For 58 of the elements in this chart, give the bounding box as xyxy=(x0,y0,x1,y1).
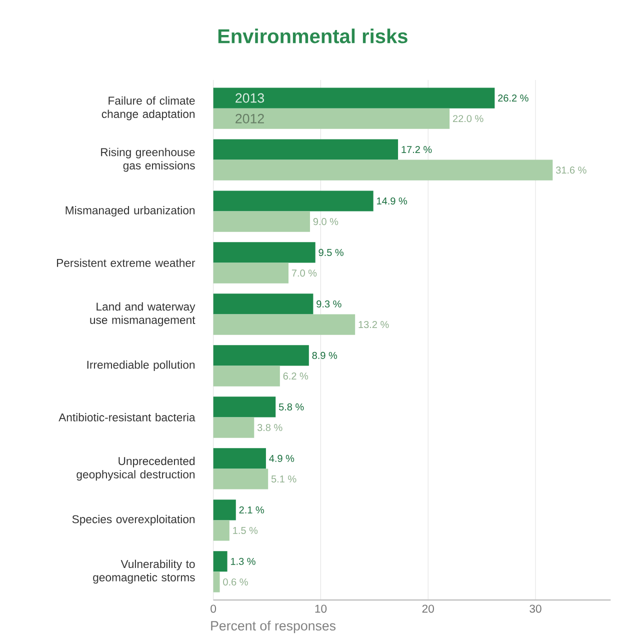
y-tick-label: Persistent extreme weather xyxy=(57,258,196,267)
chart-title: Environmental risks xyxy=(218,28,408,44)
bar xyxy=(213,572,220,592)
x-tick-label: 20 xyxy=(422,604,434,613)
data-label: 4.9 % xyxy=(269,454,294,462)
data-label: 8.9 % xyxy=(312,352,338,359)
bar xyxy=(213,366,280,386)
data-label: 13.2 % xyxy=(358,321,389,328)
data-label: 9.0 % xyxy=(313,218,338,226)
x-tick-label: 0 xyxy=(210,604,216,613)
bar xyxy=(213,88,495,108)
bar xyxy=(213,448,266,469)
series-label: 2013 xyxy=(236,93,264,103)
y-tick-label: Vulnerability to geomagnetic storms xyxy=(93,560,195,584)
data-label: 1.3 % xyxy=(230,558,256,565)
data-label: 5.1 % xyxy=(271,475,296,483)
x-axis-title: Percent of responses xyxy=(211,620,336,634)
bar xyxy=(213,262,288,284)
y-tick-label: Land and waterway use mismanagement xyxy=(90,302,196,326)
bar xyxy=(213,551,228,572)
data-label: 3.8 % xyxy=(257,424,282,432)
data-label: 5.8 % xyxy=(278,403,304,410)
bar xyxy=(213,160,553,180)
bar xyxy=(213,314,356,335)
bar xyxy=(213,108,450,129)
data-label: 14.9 % xyxy=(377,197,408,205)
data-label: 26.2 % xyxy=(498,94,528,102)
bar xyxy=(213,190,374,212)
data-label: 6.2 % xyxy=(283,372,308,380)
bar xyxy=(213,468,268,490)
y-tick-label: Mismanaged urbanization xyxy=(66,206,195,217)
data-label: 0.6 % xyxy=(223,578,248,586)
bar xyxy=(213,242,316,263)
data-label: 7.0 % xyxy=(292,270,317,277)
data-label: 17.2 % xyxy=(402,146,432,154)
bar xyxy=(213,500,236,520)
bar xyxy=(213,396,276,418)
bar xyxy=(213,345,309,366)
y-tick-label: Failure of climate change adaptation xyxy=(102,96,195,120)
y-tick-label: Rising greenhouse gas emissions xyxy=(101,148,195,172)
bar xyxy=(213,520,230,541)
bar xyxy=(213,211,310,232)
data-label: 31.6 % xyxy=(556,166,586,174)
x-tick-label: 30 xyxy=(530,604,542,613)
y-tick-label: Unprecedented geophysical destruction xyxy=(76,456,195,481)
x-tick-label: 10 xyxy=(315,604,327,613)
y-tick-label: Antibiotic-resistant bacteria xyxy=(58,413,196,422)
data-label: 9.5 % xyxy=(318,248,344,256)
y-tick-label: Irremediable pollution xyxy=(87,360,195,372)
y-tick-label: Species overexploitation xyxy=(72,514,195,526)
bar xyxy=(213,294,314,314)
data-label: 2.1 % xyxy=(239,506,264,514)
data-label: 9.3 % xyxy=(316,300,342,308)
bar xyxy=(213,417,254,438)
data-label: 22.0 % xyxy=(453,115,484,122)
series-label: 2012 xyxy=(236,114,264,124)
bar xyxy=(213,139,398,160)
data-label: 1.5 % xyxy=(233,526,258,534)
